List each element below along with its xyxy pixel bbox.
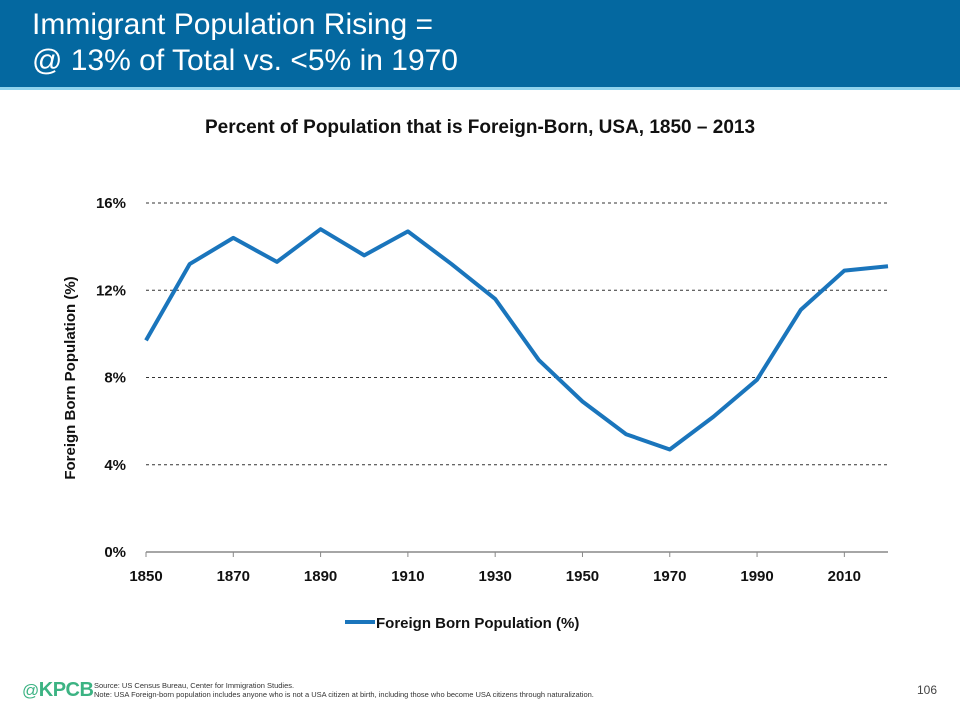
page-number: 106	[917, 683, 938, 697]
y-tick-label: 16%	[96, 195, 126, 212]
axes	[145, 551, 888, 557]
y-tick-label: 8%	[104, 370, 126, 387]
gridlines	[146, 202, 888, 466]
x-tick-label: 1910	[391, 568, 424, 585]
slide-title-line-2: @ 13% of Total vs. <5% in 1970	[32, 44, 458, 77]
logo-at: @	[22, 681, 39, 700]
x-tick-label: 1950	[566, 568, 599, 585]
slide-header: Immigrant Population Rising = @ 13% of T…	[0, 0, 960, 90]
y-tick-label: 0%	[104, 544, 126, 561]
kpcb-logo: @KPCB	[22, 679, 94, 702]
y-tick-label: 4%	[104, 457, 126, 474]
series-line-foreign-born	[144, 227, 889, 452]
x-tick-label: 1890	[304, 568, 337, 585]
x-tick-labels: 1850 1870 1890 1910 1930 1950 1970 1990 2010	[129, 568, 861, 585]
y-tick-labels: 0% 4% 8% 12% 16%	[96, 195, 126, 561]
legend-label: Foreign Born Population (%)	[376, 615, 579, 632]
x-tick-label: 1990	[740, 568, 773, 585]
x-tick-label: 1850	[129, 568, 162, 585]
slide-title-line-1: Immigrant Population Rising =	[32, 8, 434, 41]
x-tick-label: 1870	[217, 568, 250, 585]
x-tick-label: 2010	[828, 568, 861, 585]
series-group	[144, 227, 889, 452]
logo-text: KPCB	[38, 679, 94, 701]
definition-note: Note: USA Foreign-born population includ…	[94, 690, 594, 699]
source-note: Source: US Census Bureau, Center for Imm…	[94, 681, 295, 690]
y-axis-label: Foreign Born Population (%)	[62, 276, 79, 479]
footer-notes: Source: US Census Bureau, Center for Imm…	[94, 681, 594, 699]
y-tick-label: 12%	[96, 282, 126, 299]
legend: Foreign Born Population (%)	[345, 615, 579, 632]
chart-title: Percent of Population that is Foreign-Bo…	[204, 117, 756, 138]
x-tick-label: 1970	[653, 568, 686, 585]
x-tick-label: 1930	[478, 568, 511, 585]
